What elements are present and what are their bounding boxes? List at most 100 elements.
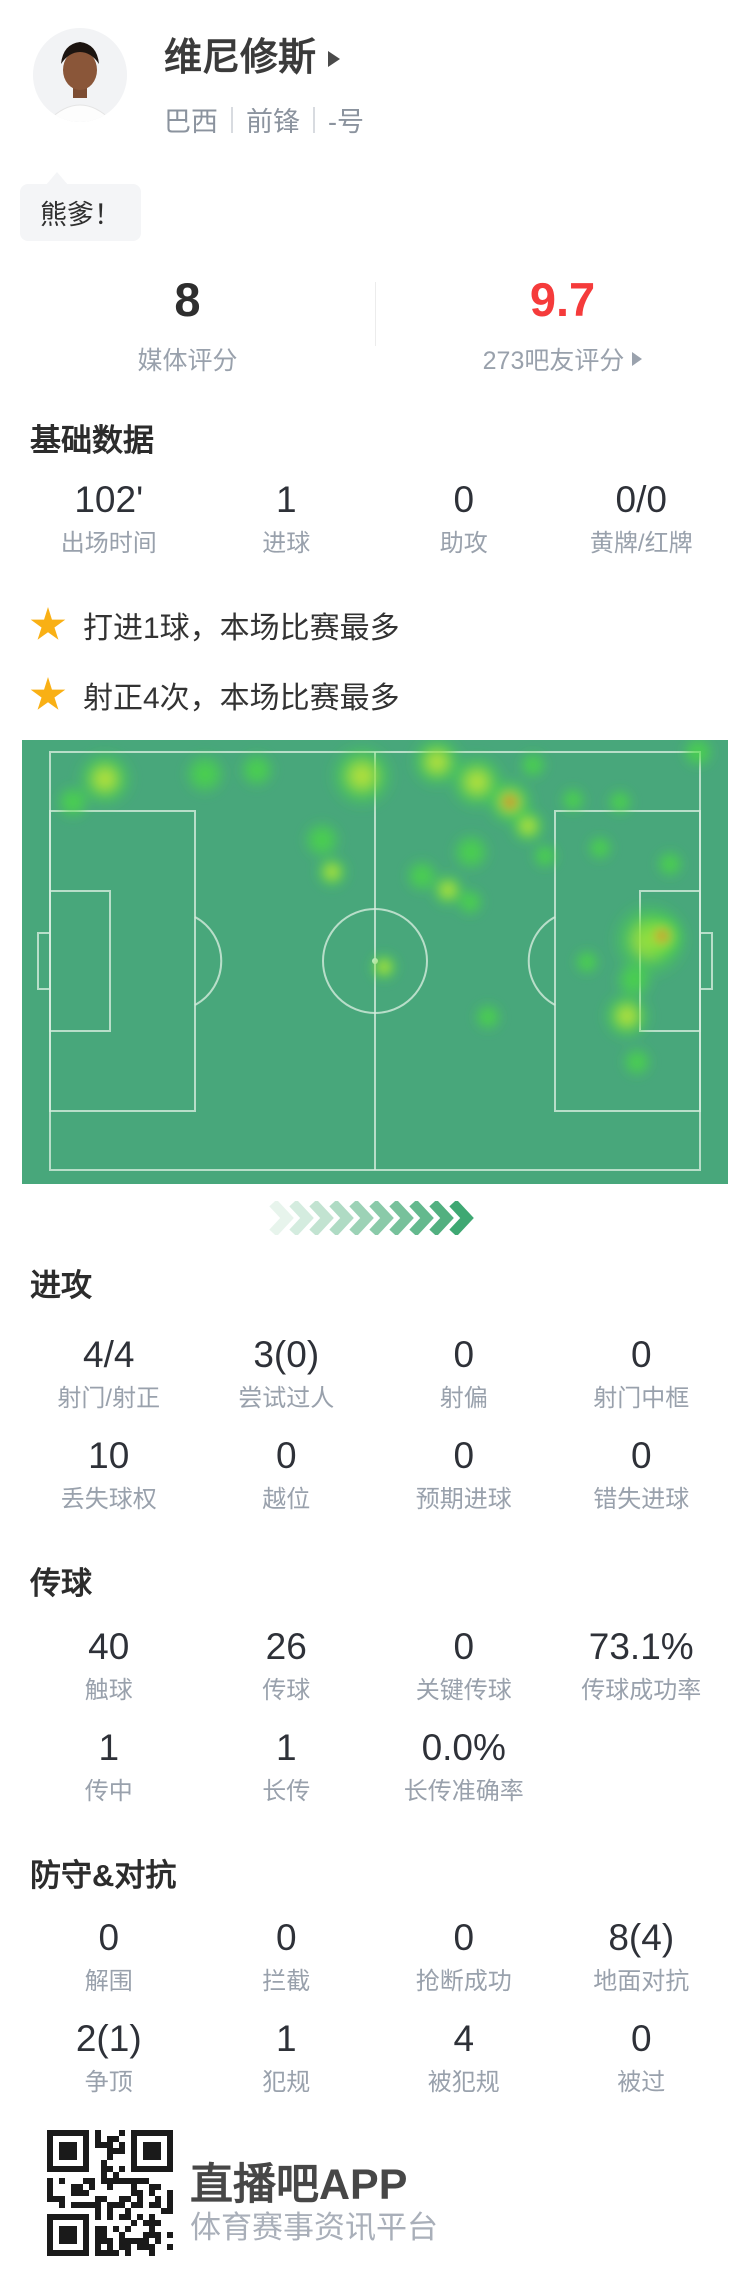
stat-row: 4/4 射门/射正 3(0) 尝试过人 0 射偏 0 射门中框 (20, 1334, 730, 1412)
stat-label: 被犯规 (427, 2068, 500, 2096)
stat-label: 丢失球权 (60, 1485, 157, 1513)
stat-cell: 73.1% 传球成功率 (553, 1626, 731, 1704)
stat-cell: 102' 出场时间 (20, 479, 198, 557)
stat-label: 传球成功率 (581, 1676, 702, 1704)
star-icon (30, 607, 66, 640)
stat-label: 关键传球 (415, 1676, 512, 1704)
app-name: 直播吧APP (190, 2161, 408, 2209)
stat-cell: 0 越位 (198, 1436, 376, 1513)
stat-cell: 0 助攻 (375, 479, 553, 557)
stat-label: 解围 (84, 1967, 133, 1995)
highlight-row: 打进1球，本场比赛最多 (30, 590, 400, 660)
stat-value: 0 (453, 1917, 475, 1958)
qr-code (47, 2130, 173, 2256)
stat-label: 错失进球 (593, 1485, 690, 1513)
qr-code-svg (47, 2130, 173, 2256)
stat-row: 2(1) 争顶 1 犯规 4 被犯规 0 被过 (20, 2019, 730, 2096)
player-position: 前锋 (246, 107, 300, 137)
stat-cell: 4/4 射门/射正 (20, 1334, 198, 1412)
stat-value: 0 (98, 1917, 120, 1958)
player-name: 维尼修斯 (164, 37, 317, 79)
media-rating-label-text: 媒体评分 (137, 347, 238, 375)
stat-value: 0.0% (421, 1727, 506, 1769)
fan-rating-value: 9.7 (529, 273, 596, 326)
attack-direction-indicator (0, 1201, 750, 1235)
section-title-passing: 传球 (30, 1566, 92, 1601)
stat-value: 1 (275, 2018, 297, 2060)
stat-cell: 0 错失进球 (553, 1436, 731, 1513)
stat-cell: 0 抢断成功 (375, 1917, 553, 1995)
stat-value: 0 (630, 1334, 652, 1375)
stat-row: 0 解围 0 拦截 0 抢断成功 8(4) 地面对抗 (20, 1917, 731, 1995)
attack-stats-grid: 4/4 射门/射正 3(0) 尝试过人 0 射偏 0 射门中框 10 丢失球权 0 越位 0 预期进球 0 错… (0, 1334, 750, 1538)
stat-value: 1 (275, 479, 297, 520)
stat-label: 射偏 (439, 1384, 488, 1412)
stat-row: 1 传中 1 长传 0.0% 长传准确率 (20, 1728, 730, 1805)
highlight-text: 射正4次，本场比赛最多 (83, 682, 400, 715)
chevron-right-icon (632, 352, 643, 366)
stat-value: 2(1) (75, 2018, 142, 2060)
stat-label: 射门/射正 (57, 1384, 161, 1412)
stat-cell: 4 被犯规 (375, 2019, 553, 2096)
media-rating: 8 媒体评分 (0, 276, 375, 377)
fan-rating-label-text: 273吧友评分 (482, 347, 625, 375)
stat-value: 0 (453, 1626, 475, 1667)
section-title-basic: 基础数据 (30, 423, 154, 458)
media-rating-label: 媒体评分 (0, 341, 375, 377)
stat-value: 0 (275, 1435, 297, 1477)
stat-row: 102' 出场时间 1 进球 0 助攻 0/0 黄牌/红牌 (20, 479, 730, 557)
chevron-right-icon (328, 50, 341, 67)
highlight-row: 射正4次，本场比赛最多 (30, 660, 400, 730)
stat-label: 预期进球 (415, 1485, 512, 1513)
stat-label: 长传 (262, 1777, 311, 1805)
stat-cell: 2(1) 争顶 (20, 2019, 198, 2096)
stat-label: 传中 (84, 1777, 133, 1805)
basic-stats-grid: 102' 出场时间 1 进球 0 助攻 0/0 黄牌/红牌 (0, 479, 750, 581)
defense-stats-grid: 0 解围 0 拦截 0 抢断成功 8(4) 地面对抗 2(1) 争顶 1 犯规 4 被犯规 0 被过 (0, 1917, 750, 2121)
stat-value: 8(4) (608, 1917, 675, 1958)
stat-value: 0 (453, 479, 475, 520)
fan-rating[interactable]: 9.7 273吧友评分 (375, 276, 750, 377)
stat-cell: 0 预期进球 (375, 1436, 553, 1513)
player-photo (33, 28, 127, 122)
stat-label: 被过 (617, 2068, 666, 2096)
stat-cell: 1 进球 (198, 479, 376, 557)
stat-value: 0/0 (615, 479, 667, 520)
stat-value: 0 (630, 1435, 652, 1477)
stat-value: 0 (453, 1334, 475, 1375)
divider (231, 106, 233, 133)
passing-stats-grid: 40 触球 26 传球 0 关键传球 73.1% 传球成功率 1 传中 1 长传 0.0% 长传准确率 (0, 1626, 750, 1830)
app-tagline: 体育赛事资讯平台 (190, 2210, 438, 2245)
stat-label: 地面对抗 (593, 1967, 690, 1995)
stat-cell: 0 解围 (20, 1917, 198, 1995)
stat-value: 3(0) (253, 1334, 320, 1375)
stat-cell: 0 拦截 (198, 1917, 376, 1995)
player-avatar (33, 28, 127, 122)
chevron-arrows-icon (268, 1201, 474, 1235)
player-number: -号 (328, 107, 364, 137)
stat-cell: 8(4) 地面对抗 (553, 1917, 731, 1995)
star-icon (30, 677, 66, 710)
section-title-attack: 进攻 (30, 1268, 92, 1303)
player-name-row[interactable]: 维尼修斯 (164, 37, 341, 80)
stat-cell: 10 丢失球权 (20, 1436, 198, 1513)
stat-label: 黄牌/红牌 (589, 529, 693, 557)
stat-cell: 40 触球 (20, 1626, 198, 1704)
stat-label: 尝试过人 (238, 1384, 335, 1412)
stat-value: 1 (275, 1727, 297, 1769)
heat-blobs (55, 740, 715, 1078)
position-heatmap (22, 740, 728, 1184)
stat-cell: 3(0) 尝试过人 (198, 1334, 376, 1412)
stat-value: 26 (265, 1626, 307, 1667)
player-nationality: 巴西 (164, 107, 218, 137)
stat-value: 0 (453, 1435, 475, 1477)
stat-label: 长传准确率 (403, 1777, 524, 1805)
stat-value: 10 (88, 1435, 130, 1477)
stat-label: 助攻 (439, 529, 488, 557)
stat-row: 40 触球 26 传球 0 关键传球 73.1% 传球成功率 (20, 1626, 731, 1704)
highlight-text: 打进1球，本场比赛最多 (83, 612, 400, 645)
stat-label: 出场时间 (60, 529, 157, 557)
stat-label: 射门中框 (593, 1384, 690, 1412)
vertical-divider (375, 282, 376, 346)
